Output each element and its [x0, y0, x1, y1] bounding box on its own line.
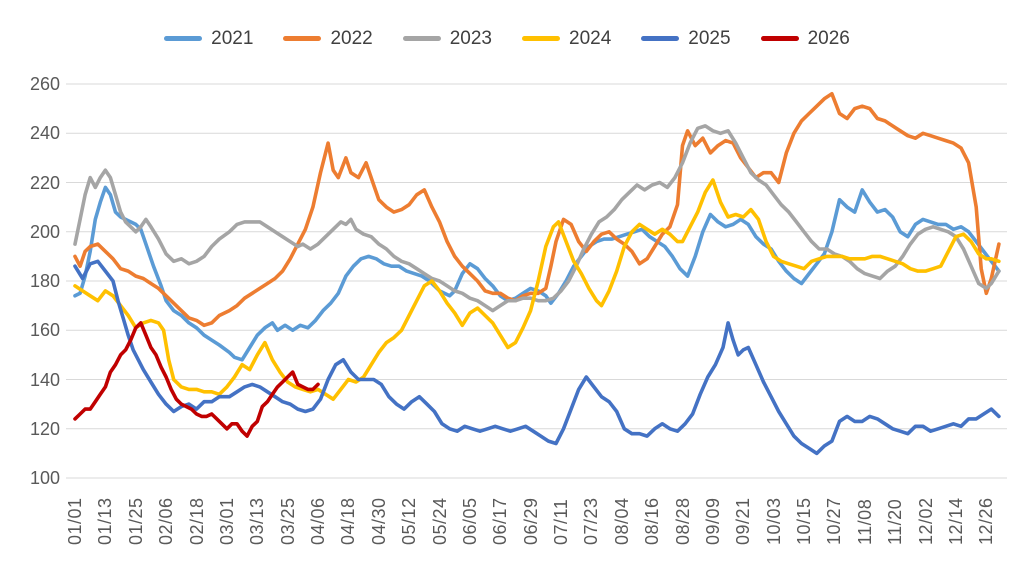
x-tick-label: 03/13: [247, 497, 268, 545]
x-tick-label: 03/25: [277, 497, 298, 545]
legend-item-2024: 2024: [522, 29, 611, 48]
series-line-2026: [73, 321, 320, 438]
x-tick-label: 05/12: [399, 497, 420, 545]
legend-item-2026: 2026: [760, 27, 850, 49]
x-tick-label: 11/08: [854, 498, 875, 545]
y-tick-label: 100: [29, 468, 60, 488]
legend-label-2022: 2022: [330, 27, 373, 49]
x-tick-label: 12/26: [976, 497, 997, 545]
x-tick-label: 04/18: [338, 497, 359, 545]
series-line-2025: [73, 259, 1001, 456]
x-tick-label: 07/23: [581, 497, 602, 545]
y-tick-label: 140: [29, 369, 60, 390]
x-tick-label: 10/15: [794, 497, 815, 545]
x-tick-label: 08/04: [611, 497, 632, 545]
legend-swatch-2021: [164, 35, 203, 41]
legend-label-2023: 2023: [449, 27, 492, 49]
legend-swatch-2024: [522, 35, 560, 41]
x-tick-label: 06/17: [490, 497, 511, 545]
x-tick-label: 09/21: [733, 497, 754, 545]
x-tick-label: 07/11: [551, 498, 572, 545]
legend-item-2021: 2021: [164, 29, 253, 48]
x-tick-label: 01/25: [125, 497, 146, 545]
legend-swatch-2026: [760, 35, 799, 41]
x-tick-label: 04/06: [308, 497, 328, 545]
x-tick-label: 08/28: [672, 497, 693, 545]
legend-swatch-2022: [283, 35, 322, 41]
series-line-2024: [73, 178, 1001, 402]
y-tick-label: 120: [29, 418, 60, 439]
x-tick-label: 02/06: [156, 497, 177, 545]
y-tick-label: 200: [29, 221, 60, 242]
x-tick-label: 03/01: [216, 497, 237, 545]
legend-swatch-2023: [402, 35, 441, 41]
x-tick-label: 10/27: [824, 497, 845, 545]
y-tick-label: 220: [29, 172, 60, 193]
legend-label-2021: 2021: [211, 27, 254, 49]
series-line-2022: [73, 92, 1001, 328]
x-tick-label: 01/01: [65, 497, 85, 545]
x-tick-label: 12/02: [915, 497, 936, 545]
legend-label-2024: 2024: [569, 27, 612, 49]
legend-label-2025: 2025: [688, 27, 731, 49]
x-tick-label: 06/05: [459, 497, 480, 545]
x-tick-label: 06/29: [520, 497, 541, 545]
x-tick-label: 10/03: [763, 497, 784, 545]
y-tick-label: 260: [29, 74, 60, 94]
legend-label-2026: 2026: [807, 27, 850, 49]
y-tick-label: 240: [29, 123, 60, 144]
legend-item-2022: 2022: [283, 27, 373, 49]
series-line-2021: [73, 185, 1001, 362]
legend: 2021 2022 2023 2024 2025 2026: [0, 24, 1014, 52]
x-tick-label: 05/24: [429, 497, 450, 545]
x-tick-label: 12/14: [945, 497, 966, 545]
x-tick-label: 09/09: [702, 497, 723, 545]
x-tick-label: 04/30: [368, 497, 389, 545]
x-tick-label: 11/20: [885, 498, 906, 545]
legend-item-2025: 2025: [641, 27, 731, 49]
x-tick-label: 08/16: [642, 497, 663, 545]
x-tick-label: 02/18: [186, 497, 207, 545]
y-tick-label: 160: [29, 320, 60, 341]
x-tick-label: 01/13: [95, 497, 116, 545]
legend-item-2023: 2023: [402, 27, 492, 49]
legend-swatch-2025: [641, 35, 680, 41]
y-tick-label: 180: [29, 271, 60, 291]
